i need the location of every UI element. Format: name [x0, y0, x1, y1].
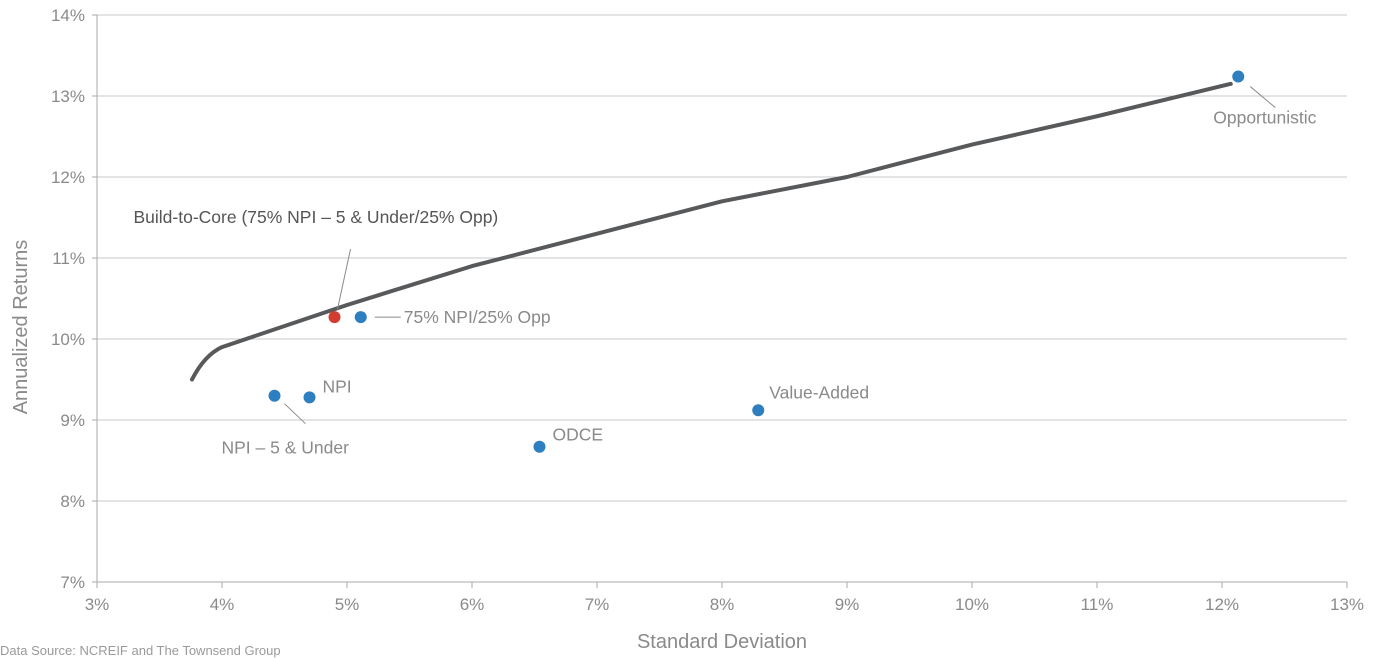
axes	[92, 14, 1348, 588]
x-tick-label: 4%	[210, 595, 235, 614]
source-note: Data Source: NCREIF and The Townsend Gro…	[0, 643, 281, 658]
y-tick-label: 11%	[52, 249, 85, 268]
x-tick-label: 3%	[85, 595, 110, 614]
x-tick-label: 7%	[585, 595, 610, 614]
data-point	[752, 404, 765, 417]
data-point	[354, 311, 367, 324]
data-point	[268, 389, 281, 402]
data-point	[303, 391, 316, 404]
y-tick-label: 9%	[60, 411, 85, 430]
frontier-line	[190, 81, 1233, 382]
data-point	[328, 311, 341, 324]
data-label: Build-to-Core (75% NPI – 5 & Under/25% O…	[134, 207, 499, 227]
annotation-leaders	[284, 86, 1276, 425]
x-tick-label: 8%	[710, 595, 735, 614]
x-tick-label: 13%	[1330, 595, 1364, 614]
x-tick-label: 5%	[335, 595, 360, 614]
leader-line	[1249, 86, 1276, 108]
y-tick-labels: 7% 8% 9% 10% 11% 12% 13% 14%	[51, 6, 85, 592]
y-axis-label: Annualized Returns	[10, 240, 32, 415]
y-tick-label: 10%	[51, 330, 85, 349]
frontier-series	[190, 81, 1233, 382]
data-point	[533, 440, 546, 453]
y-tick-label: 8%	[60, 492, 85, 511]
data-label: Opportunistic	[1213, 108, 1316, 128]
x-tick-label: 12%	[1205, 595, 1239, 614]
leader-line	[337, 249, 351, 310]
data-label: NPI	[323, 376, 352, 396]
x-tick-labels: 3% 4% 5% 6% 7% 8% 9% 10% 11% 12% 13%	[85, 595, 1364, 614]
y-tick-label: 14%	[51, 6, 85, 25]
data-point	[1232, 70, 1245, 83]
x-tick-label: 11%	[1081, 595, 1114, 614]
data-label: ODCE	[553, 425, 604, 445]
data-points	[268, 70, 1245, 453]
data-label: NPI – 5 & Under	[222, 438, 350, 458]
data-labels: Opportunistic 75% NPI/25% Opp Build-to-Cor…	[134, 108, 1317, 458]
y-tick-label: 7%	[60, 573, 85, 592]
grid-lines	[97, 14, 1347, 502]
y-tick-label: 12%	[51, 168, 85, 187]
leader-line	[284, 403, 306, 425]
x-axis-label: Standard Deviation	[637, 631, 807, 653]
x-tick-label: 10%	[955, 595, 989, 614]
x-tick-label: 9%	[835, 595, 860, 614]
data-label: 75% NPI/25% Opp	[404, 307, 551, 327]
data-label: Value-Added	[769, 382, 869, 402]
x-tick-label: 6%	[460, 595, 485, 614]
y-tick-label: 13%	[51, 87, 85, 106]
